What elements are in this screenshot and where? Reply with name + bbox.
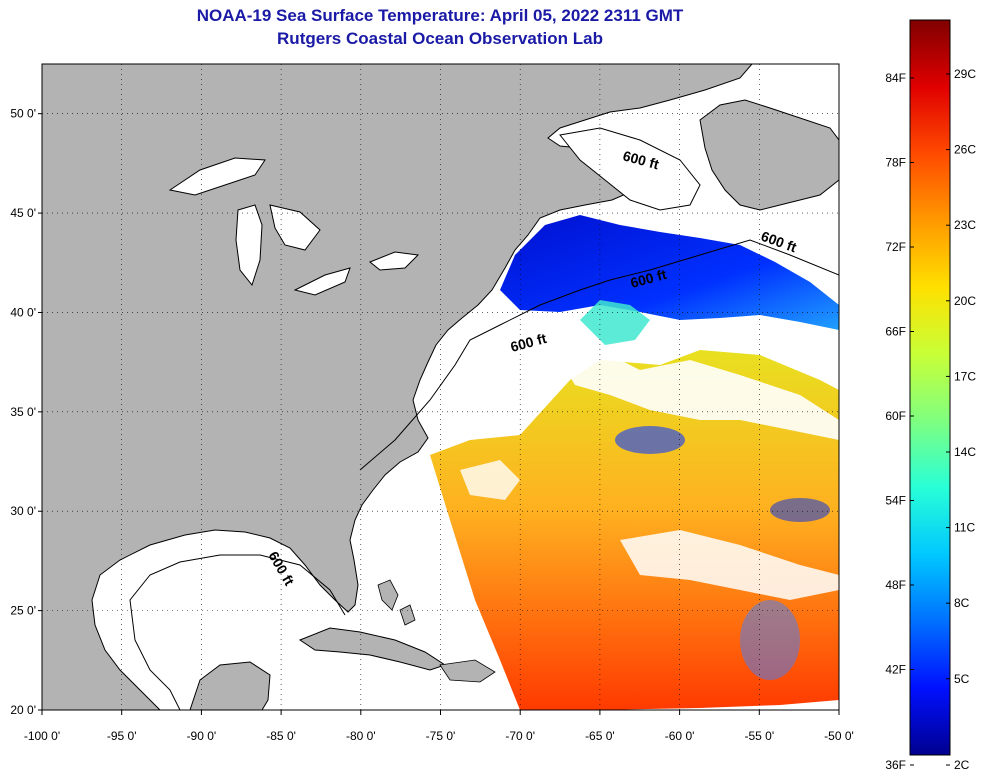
legend-f-label: 48F [885, 578, 906, 592]
legend-c-label: 17C [954, 369, 976, 383]
land-bahamas [377, 579, 416, 626]
sst-map: -100 0' -95 0' -90 0' -85 0' -80 0' -75 0' -70… [10, 63, 854, 743]
x-tick-label: -90 0' [187, 729, 217, 743]
legend-f-label: 42F [885, 663, 906, 677]
gulf-st-lawrence [559, 127, 701, 211]
y-tick-label: 40 0' [10, 305, 36, 319]
temperature-legend: 84F 78F 72F 66F 60F 54F 48F 42F 36F 29C 26C 23C 20C… [885, 19, 976, 770]
legend-f-label: 66F [885, 325, 906, 339]
sst-cold-region [500, 215, 839, 330]
x-tick-label: -95 0' [107, 729, 137, 743]
latitude-axis: 50 0' 45 0' 40 0' 35 0' 30 0' 25 0' 20 0' [10, 107, 42, 717]
legend-c-label: 11C [954, 521, 975, 535]
sst-cold-patch [615, 426, 685, 454]
legend-c-label: 14C [954, 445, 976, 459]
x-tick-label: -50 0' [824, 729, 854, 743]
land-hispaniola [439, 659, 496, 683]
isobath-line [359, 239, 839, 471]
legend-f-label: 54F [885, 494, 906, 508]
legend-c-label: 20C [954, 294, 976, 308]
x-tick-label: -80 0' [346, 729, 376, 743]
legend-f-label: 78F [885, 156, 906, 170]
cloud-band [560, 350, 839, 440]
legend-celsius-labels: 29C 26C 23C 20C 17C 14C 11C 8C 5C 2C [946, 67, 976, 770]
legend-f-label: 84F [885, 71, 906, 85]
y-tick-label: 50 0' [10, 107, 36, 121]
map-subtitle: Rutgers Coastal Ocean Observation Lab [277, 29, 603, 48]
x-tick-label: -85 0' [266, 729, 296, 743]
sst-cool-eddy [580, 300, 650, 345]
sst-cold-patch-south [740, 600, 800, 680]
lake-ontario [369, 251, 420, 271]
longitude-axis: -100 0' -95 0' -90 0' -85 0' -80 0' -75 0' -70… [24, 710, 854, 743]
x-tick-label: -70 0' [505, 729, 535, 743]
land-newfoundland [699, 99, 839, 211]
lake-huron [269, 204, 321, 251]
lake-michigan [235, 204, 263, 287]
land-north-america [42, 64, 753, 710]
y-tick-label: 30 0' [10, 504, 36, 518]
x-tick-label: -100 0' [24, 729, 60, 743]
lake-erie [293, 267, 351, 296]
y-tick-label: 35 0' [10, 405, 36, 419]
land-cuba [298, 627, 447, 671]
x-tick-label: -60 0' [665, 729, 695, 743]
legend-f-label: 36F [885, 758, 906, 770]
lake-superior [168, 157, 266, 196]
legend-c-label: 2C [954, 758, 970, 770]
legend-c-label: 5C [954, 672, 970, 686]
x-tick-label: -75 0' [426, 729, 456, 743]
legend-f-label: 60F [885, 409, 906, 423]
legend-c-label: 26C [954, 143, 976, 157]
sst-warm-region [430, 350, 839, 710]
isobath-line-gulf [129, 554, 346, 710]
legend-c-label: 23C [954, 218, 976, 232]
x-tick-label: -55 0' [744, 729, 774, 743]
legend-color-bar [909, 19, 951, 756]
x-tick-label: -65 0' [585, 729, 615, 743]
legend-fahrenheit-labels: 84F 78F 72F 66F 60F 54F 48F 42F 36F [885, 71, 914, 770]
sst-cold-patch-east [770, 498, 830, 522]
cloud-band-south [620, 530, 839, 600]
land-yucatan [189, 661, 271, 710]
y-tick-label: 45 0' [10, 206, 36, 220]
map-title: NOAA-19 Sea Surface Temperature: April 0… [196, 6, 684, 25]
y-tick-label: 20 0' [10, 703, 36, 717]
legend-c-label: 29C [954, 67, 976, 81]
legend-f-label: 72F [885, 240, 906, 254]
y-tick-label: 25 0' [10, 604, 36, 618]
legend-c-label: 8C [954, 596, 970, 610]
cloud-patch [460, 460, 520, 500]
